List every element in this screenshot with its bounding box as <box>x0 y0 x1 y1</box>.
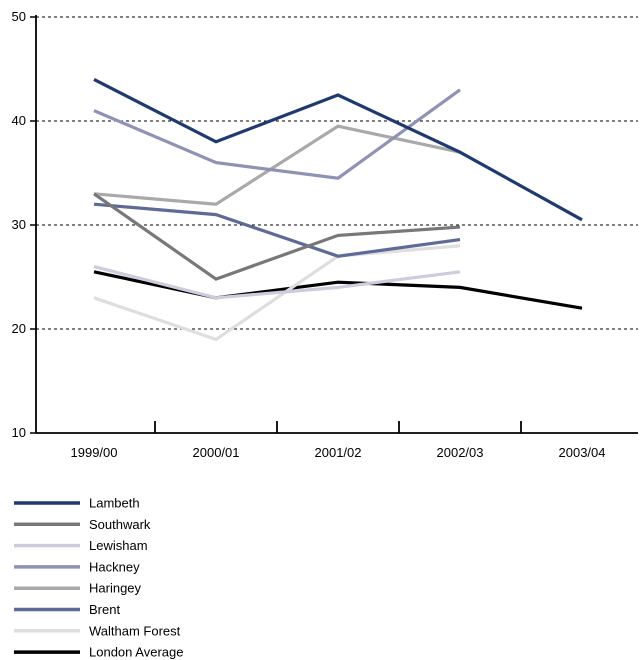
legend-label: Lambeth <box>89 496 140 511</box>
y-tick-label: 50 <box>12 9 26 24</box>
y-tick-label: 40 <box>12 113 26 128</box>
legend-label: Brent <box>89 602 120 617</box>
y-tick-label: 30 <box>12 217 26 232</box>
series-line-lambeth <box>93 77 583 222</box>
gridlines <box>36 16 638 330</box>
x-tick-label: 2003/04 <box>559 445 606 460</box>
series-line-lewisham <box>93 265 461 300</box>
legend-label: Lewisham <box>89 538 148 553</box>
series-line-southwark <box>93 192 461 281</box>
series-line-hackney <box>93 88 461 180</box>
x-tick-label: 1999/00 <box>71 445 118 460</box>
legend-label: Hackney <box>89 559 140 574</box>
series-line-haringey <box>93 124 461 206</box>
y-tick-label: 10 <box>12 425 26 440</box>
series-line-london-average <box>93 270 583 310</box>
legend-label: London Average <box>89 645 183 660</box>
x-tick-label: 2000/01 <box>193 445 240 460</box>
axes: 10 20 30 40 50 1999/00 2000/01 2001/02 2002/03 20… <box>12 9 638 460</box>
x-tick-label: 2001/02 <box>315 445 362 460</box>
y-tick-label: 20 <box>12 321 26 336</box>
x-tick-label: 2002/03 <box>437 445 484 460</box>
legend: Lambeth Southwark Lewisham Hackney Haringey B… <box>14 496 183 660</box>
series-lines <box>93 77 583 342</box>
series-line-waltham-forest <box>93 244 461 342</box>
series-line-brent <box>93 202 461 258</box>
legend-label: Waltham Forest <box>89 623 181 638</box>
legend-label: Southwark <box>89 517 151 532</box>
legend-label: Haringey <box>89 581 142 596</box>
